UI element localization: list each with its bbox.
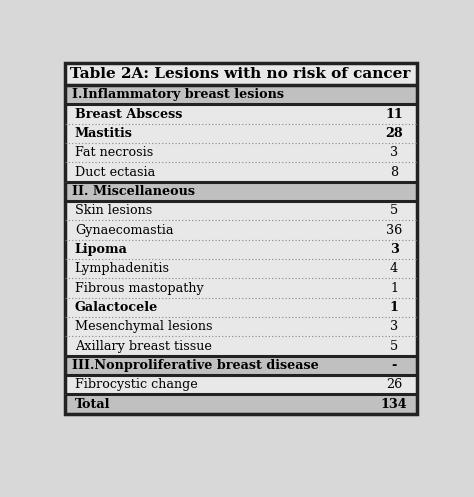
- Text: III.Nonproliferative breast disease: III.Nonproliferative breast disease: [72, 359, 319, 372]
- Text: 1: 1: [390, 301, 399, 314]
- Bar: [65, 64, 417, 85]
- Text: Lymphadenitis: Lymphadenitis: [75, 262, 170, 275]
- Text: 134: 134: [381, 398, 407, 411]
- Text: Total: Total: [75, 398, 110, 411]
- Text: 8: 8: [390, 166, 398, 178]
- Bar: [65, 182, 417, 201]
- Text: Mastitis: Mastitis: [75, 127, 133, 140]
- Text: Galactocele: Galactocele: [75, 301, 158, 314]
- Bar: [65, 124, 417, 143]
- Text: Fibrous mastopathy: Fibrous mastopathy: [75, 282, 203, 295]
- Text: Duct ectasia: Duct ectasia: [75, 166, 155, 178]
- Bar: [65, 201, 417, 221]
- Text: 26: 26: [386, 378, 402, 391]
- Text: Table 2A: Lesions with no risk of cancer: Table 2A: Lesions with no risk of cancer: [70, 67, 410, 82]
- Bar: [65, 356, 417, 375]
- Text: 5: 5: [390, 339, 398, 353]
- Bar: [65, 336, 417, 356]
- Bar: [65, 298, 417, 317]
- Text: II. Miscellaneous: II. Miscellaneous: [72, 185, 195, 198]
- Text: 1: 1: [390, 282, 398, 295]
- Bar: [65, 143, 417, 163]
- Text: Gynaecomastia: Gynaecomastia: [75, 224, 173, 237]
- Text: Axillary breast tissue: Axillary breast tissue: [75, 339, 211, 353]
- Text: 11: 11: [385, 107, 403, 121]
- Bar: [65, 278, 417, 298]
- Bar: [65, 240, 417, 259]
- Text: Lipoma: Lipoma: [75, 243, 128, 256]
- Text: 36: 36: [386, 224, 402, 237]
- Text: Mesenchymal lesions: Mesenchymal lesions: [75, 320, 212, 333]
- Bar: [65, 104, 417, 124]
- Bar: [65, 85, 417, 104]
- Bar: [65, 221, 417, 240]
- Text: 5: 5: [390, 204, 398, 217]
- Text: -: -: [392, 359, 397, 372]
- Text: 3: 3: [390, 243, 399, 256]
- Text: Fat necrosis: Fat necrosis: [75, 146, 153, 159]
- Text: 4: 4: [390, 262, 398, 275]
- Bar: [65, 317, 417, 336]
- Text: 3: 3: [390, 146, 398, 159]
- Text: 3: 3: [390, 320, 398, 333]
- Text: Skin lesions: Skin lesions: [75, 204, 152, 217]
- Bar: [65, 395, 417, 414]
- Text: Fibrocystic change: Fibrocystic change: [75, 378, 198, 391]
- Bar: [65, 259, 417, 278]
- Text: 28: 28: [385, 127, 403, 140]
- Text: I.Inflammatory breast lesions: I.Inflammatory breast lesions: [72, 88, 283, 101]
- Text: Breast Abscess: Breast Abscess: [75, 107, 182, 121]
- Bar: [65, 163, 417, 182]
- Bar: [65, 375, 417, 395]
